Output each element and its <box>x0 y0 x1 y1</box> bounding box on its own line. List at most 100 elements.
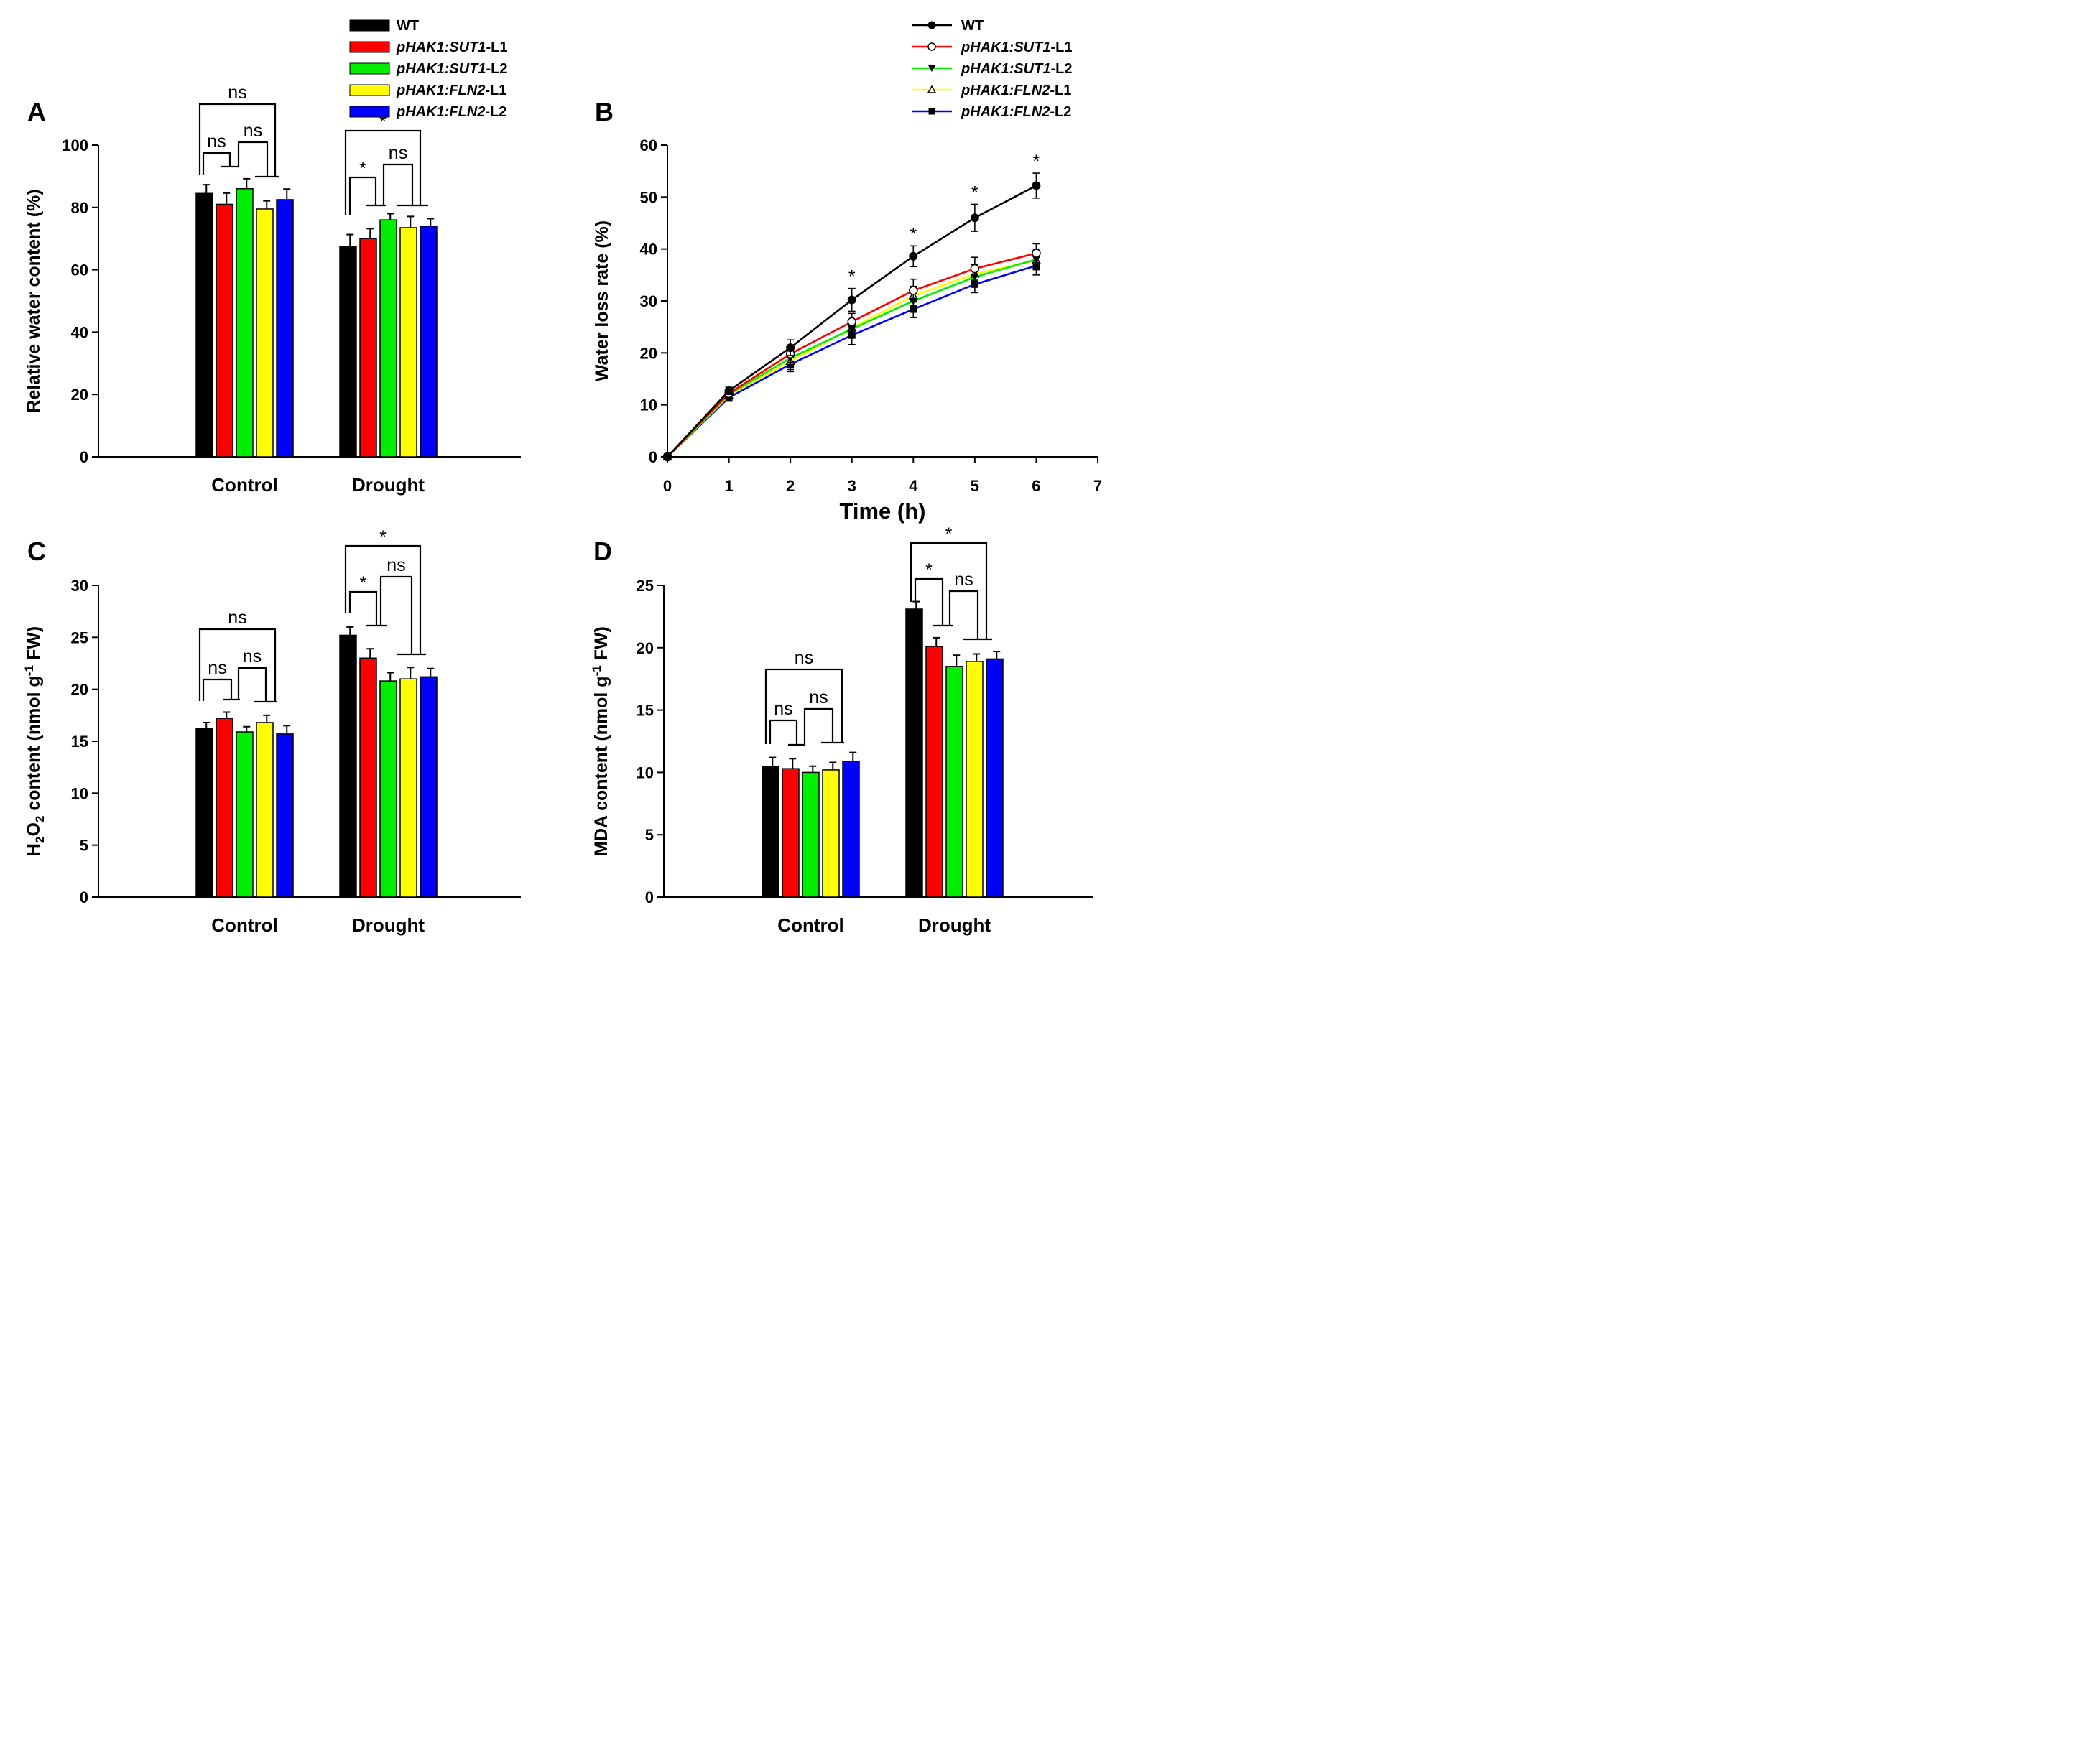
bar <box>986 658 1004 898</box>
significance-label: * <box>359 159 366 179</box>
significance-bracket <box>348 176 377 215</box>
bar <box>195 192 213 458</box>
marker-triangle-up <box>927 85 937 93</box>
significance-bracket <box>344 544 422 654</box>
significance-label: ns <box>208 658 226 678</box>
marker-open-circle <box>847 317 856 327</box>
bar <box>420 676 438 898</box>
significance-bracket <box>348 590 378 626</box>
bar <box>802 771 820 898</box>
legend-label: pHAK1:SUT1-L1 <box>961 40 1072 55</box>
significance-bracket <box>198 628 277 702</box>
y-tick-label: 10 <box>71 784 88 802</box>
bar <box>236 188 254 458</box>
y-tick-label: 0 <box>645 888 654 906</box>
panel-label: C <box>27 537 46 566</box>
significance-bracket <box>198 103 277 177</box>
y-axis-label: Relative water content (%) <box>24 189 44 412</box>
significance-bracket <box>202 678 233 701</box>
legend-label: pHAK1:SUT1-L2 <box>396 61 507 77</box>
bar <box>379 680 397 898</box>
category-label: Drought <box>352 474 425 496</box>
y-tick-label: 20 <box>640 344 657 362</box>
legend-swatch <box>349 41 390 53</box>
significance-label: ns <box>228 608 246 628</box>
bar <box>399 227 417 458</box>
bar <box>782 768 800 898</box>
significance-bracket <box>379 575 413 654</box>
legend-label: pHAK1:FLN2-L2 <box>961 104 1071 120</box>
y-tick-label: 10 <box>637 763 654 781</box>
marker-filled-circle <box>786 343 795 353</box>
significance-bracket <box>237 141 269 177</box>
bar <box>359 657 377 898</box>
bar <box>966 661 984 898</box>
y-tick-label: 60 <box>640 136 657 154</box>
legend-swatch <box>349 62 390 75</box>
x-tick-label: 3 <box>848 477 856 495</box>
marker-triangle-down <box>928 65 935 72</box>
significance-label: ns <box>954 570 973 590</box>
y-tick-label: 30 <box>71 577 88 595</box>
x-tick-label: 4 <box>909 477 918 495</box>
y-tick-label: 10 <box>640 396 657 414</box>
bar <box>216 203 233 458</box>
bar <box>256 722 274 898</box>
significance-bracket <box>382 163 414 205</box>
y-axis-label: Water loss rate (%) <box>592 220 612 381</box>
marker-filled-circle <box>970 213 979 223</box>
category-label: Control <box>211 914 277 936</box>
x-tick-label: 5 <box>971 477 979 495</box>
panel-label: A <box>27 97 46 126</box>
significance-label: ns <box>795 648 813 668</box>
category-label: Control <box>211 474 277 496</box>
x-tick-label: 7 <box>1093 477 1102 495</box>
x-axis-label: Time (h) <box>840 498 926 524</box>
significance-bracket <box>344 129 422 215</box>
significance-label: * <box>379 112 387 132</box>
significance-label: * <box>945 524 953 544</box>
y-tick-label: 0 <box>80 448 88 466</box>
marker-filled-circle <box>724 386 734 396</box>
significance-bracket <box>202 152 231 175</box>
legend-label: WT <box>961 18 984 34</box>
significance-label: ns <box>228 83 246 103</box>
significance-bracket <box>914 577 944 626</box>
significance-label: * <box>925 560 933 580</box>
y-tick-label: 20 <box>637 639 654 657</box>
bar <box>945 666 963 898</box>
significance-label: ns <box>809 687 828 707</box>
legend-swatch <box>349 106 390 118</box>
bar <box>276 199 294 458</box>
marker-filled-circle <box>927 21 936 29</box>
x-tick-label: 0 <box>663 477 672 495</box>
bar <box>842 761 860 898</box>
y-tick-label: 20 <box>71 386 88 404</box>
panel-B: 0 10 20 30 40 50 60 0 1 2 3 4 5 6 7 * * * * Water loss rate… <box>592 97 1102 524</box>
bar <box>399 678 417 898</box>
significance-label: ns <box>244 121 262 141</box>
bar <box>276 733 294 898</box>
bar <box>256 208 274 458</box>
bar <box>359 238 377 458</box>
x-tick-label: 2 <box>786 477 795 495</box>
category-label: Control <box>777 914 843 936</box>
y-tick-label: 100 <box>62 136 88 154</box>
y-tick-label: 40 <box>71 323 88 341</box>
significance-bracket <box>910 542 988 639</box>
significance-label: * <box>360 573 367 593</box>
bar <box>905 608 923 898</box>
significance-bracket <box>948 590 979 639</box>
legend-swatch <box>349 19 390 32</box>
category-label: Drought <box>352 914 425 936</box>
legend-label: pHAK1:FLN2-L1 <box>961 83 1071 98</box>
y-tick-label: 40 <box>640 241 657 259</box>
bar <box>339 246 357 458</box>
x-tick-label: 1 <box>724 477 733 495</box>
y-tick-label: 0 <box>649 448 657 466</box>
bar <box>420 226 438 458</box>
marker-open-circle <box>927 42 936 51</box>
